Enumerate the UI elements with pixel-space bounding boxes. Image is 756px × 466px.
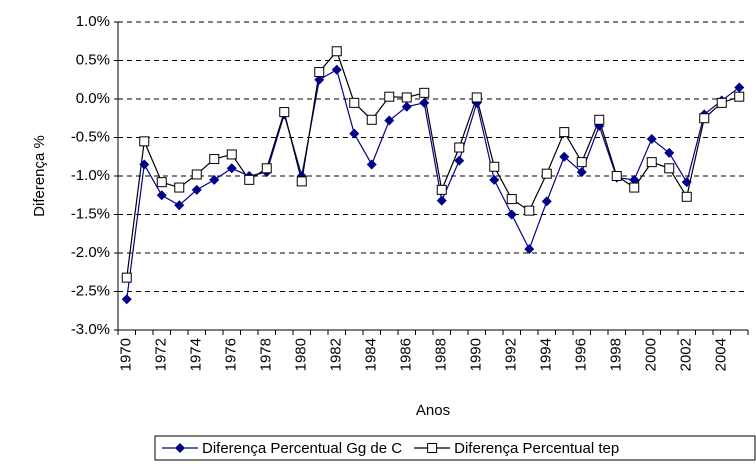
point — [279, 107, 290, 118]
x-tick-label: 1984 — [363, 338, 380, 371]
point — [174, 200, 185, 211]
legend-label: Diferença Percentual Gg de C — [202, 440, 402, 457]
point — [419, 97, 430, 108]
point — [611, 171, 622, 181]
point — [646, 157, 657, 168]
x-tick-label: 1972 — [153, 338, 170, 371]
point — [541, 196, 552, 207]
point — [384, 115, 395, 126]
point — [681, 191, 692, 202]
x-tick-label: 1994 — [538, 338, 555, 371]
x-tick-label: 1980 — [293, 338, 310, 371]
point — [174, 182, 185, 193]
y-tick-label: -2.0% — [71, 244, 110, 261]
point — [681, 177, 692, 188]
y-tick-label: 0.5% — [76, 51, 110, 68]
point — [734, 82, 745, 93]
point — [191, 184, 202, 195]
point — [629, 182, 640, 193]
x-tick-label: 1992 — [503, 338, 520, 371]
x-tick-label: 1978 — [258, 338, 275, 371]
point — [349, 97, 360, 108]
series-line — [126, 68, 740, 300]
point — [734, 91, 745, 102]
point — [191, 169, 202, 180]
point — [646, 134, 657, 145]
x-tick-label: 1996 — [573, 338, 590, 371]
point — [296, 176, 307, 187]
point — [524, 205, 535, 216]
point — [209, 154, 220, 165]
y-tick-label: -1.0% — [71, 167, 110, 184]
point — [576, 157, 587, 168]
point — [401, 101, 412, 112]
point — [489, 174, 500, 185]
x-tick-label: 1974 — [188, 338, 205, 371]
point — [366, 114, 377, 125]
point — [454, 155, 465, 166]
point — [506, 194, 517, 205]
point — [209, 174, 220, 185]
point — [226, 149, 237, 160]
point — [121, 272, 132, 283]
point — [331, 64, 342, 75]
point — [139, 136, 150, 147]
point — [436, 195, 447, 206]
point — [314, 67, 325, 78]
point — [541, 168, 552, 179]
x-tick-label: 2002 — [678, 338, 695, 371]
y-axis-title: Diferença % — [31, 135, 48, 217]
y-tick-label: 1.0% — [76, 13, 110, 30]
y-tick-label: -2.5% — [71, 282, 110, 299]
point — [454, 142, 465, 153]
point — [156, 190, 167, 201]
point — [576, 167, 587, 178]
point — [436, 184, 447, 195]
x-tick-label: 1970 — [118, 338, 135, 371]
x-tick-label: 2004 — [713, 338, 730, 371]
point — [594, 114, 605, 125]
point — [489, 161, 500, 172]
point — [366, 159, 377, 170]
point — [121, 294, 132, 305]
point — [331, 46, 342, 57]
x-tick-label: 1998 — [608, 338, 625, 371]
point — [244, 174, 255, 185]
x-tick-label: 1976 — [223, 338, 240, 371]
x-tick-label: 1988 — [433, 338, 450, 371]
point — [506, 209, 517, 220]
legend-label: Diferença Percentual tep — [454, 440, 619, 457]
y-tick-label: -1.5% — [71, 205, 110, 222]
point — [401, 92, 412, 103]
point — [559, 127, 570, 138]
y-tick-label: 0.0% — [76, 90, 110, 107]
x-axis-title: Anos — [416, 402, 450, 419]
point — [664, 147, 675, 158]
point — [664, 163, 675, 174]
point — [226, 163, 237, 174]
point — [427, 443, 438, 453]
point — [384, 91, 395, 102]
point — [716, 97, 727, 108]
x-tick-label: 1990 — [468, 338, 485, 371]
point — [524, 244, 535, 255]
point — [139, 159, 150, 170]
legend-box — [154, 435, 756, 461]
point — [559, 151, 570, 162]
point — [156, 177, 167, 188]
x-tick-label: 1982 — [328, 338, 345, 371]
x-tick-label: 2000 — [643, 338, 660, 371]
point — [175, 443, 185, 453]
y-tick-label: -0.5% — [71, 128, 110, 145]
point — [629, 174, 640, 185]
point — [261, 163, 272, 174]
point — [314, 74, 325, 85]
point — [699, 113, 710, 124]
y-tick-label: -3.0% — [71, 321, 110, 338]
point — [471, 92, 482, 103]
point — [419, 87, 430, 98]
x-tick-label: 1986 — [398, 338, 415, 371]
point — [349, 128, 360, 139]
